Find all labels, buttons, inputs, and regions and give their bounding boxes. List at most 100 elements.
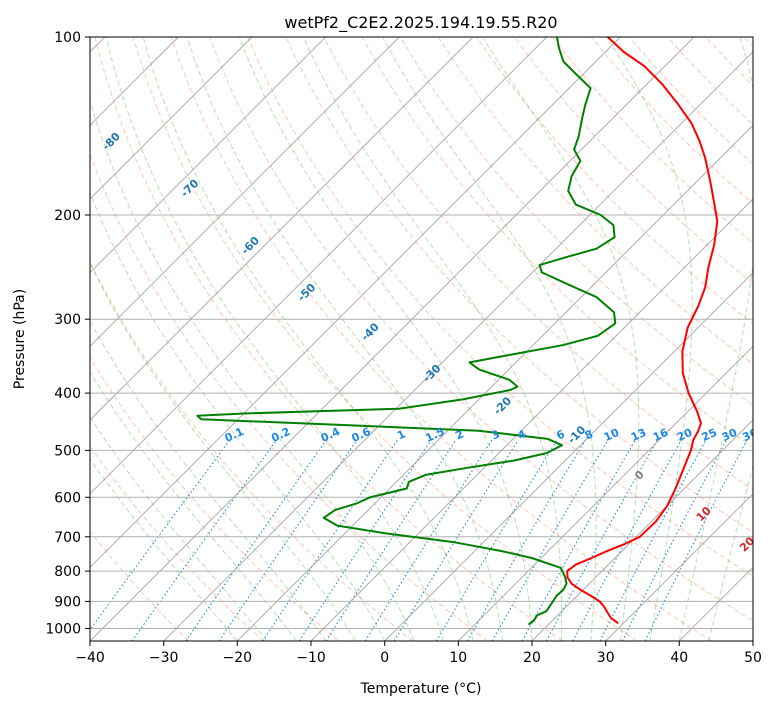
y-axis-label: Pressure (hPa) xyxy=(12,289,28,389)
mixing-ratio-label: 25 xyxy=(700,426,719,444)
moist-adiabat-line xyxy=(90,416,268,641)
x-axis-label: Temperature (°C) xyxy=(360,681,482,697)
dry-adiabat-line xyxy=(361,37,753,448)
chart-title: wetPf2_C2E2.2025.194.19.55.R20 xyxy=(284,13,557,33)
dry-adiabat-line xyxy=(209,37,753,622)
moist-adiabat-line xyxy=(302,37,563,641)
moist-adiabat-line xyxy=(142,37,474,641)
mixing-ratio-line xyxy=(131,439,278,641)
mixing-ratio-label: 36 xyxy=(740,426,760,444)
dry-adiabat-line xyxy=(705,37,753,87)
temperature-profile-line xyxy=(566,37,719,625)
sounding-profiles xyxy=(196,37,719,626)
y-tick-label: 200 xyxy=(54,208,81,224)
isotherm-line xyxy=(163,50,753,641)
isotherm-line xyxy=(90,37,327,274)
dry-adiabat-line xyxy=(437,37,753,365)
y-tick-label: 400 xyxy=(54,386,81,402)
isotherm-label: 0 xyxy=(632,468,647,483)
isotherm-line xyxy=(384,271,753,641)
mixing-ratio-label: 6 xyxy=(554,427,567,442)
dry-adiabat-line xyxy=(323,37,753,491)
mixing-ratio-label: 0.1 xyxy=(223,425,246,445)
mixing-ratio-line xyxy=(90,439,231,631)
mixing-ratio-label: 16 xyxy=(651,426,671,444)
mixing-ratio-label: 10 xyxy=(602,426,622,444)
y-tick-label: 1000 xyxy=(45,622,81,638)
isotherm-line xyxy=(90,37,621,569)
y-tick-label: 300 xyxy=(54,312,81,328)
dry-adiabat-line xyxy=(94,37,563,641)
moist-adiabat-line xyxy=(678,37,753,641)
mixing-ratio-line xyxy=(644,439,748,641)
mixing-ratio-line xyxy=(185,439,327,641)
isotherm-label: 30 xyxy=(766,564,775,584)
isotherm-label: 40 xyxy=(763,597,775,617)
mixing-ratio-label: 0.6 xyxy=(350,425,373,445)
mixing-ratio-label: 13 xyxy=(629,426,648,444)
y-tick-label: 800 xyxy=(54,564,81,580)
mixing-ratio-line xyxy=(599,439,707,641)
mixing-ratio-label: 20 xyxy=(675,426,695,444)
x-tick-label: −20 xyxy=(223,650,253,666)
mixing-ratio-line xyxy=(572,439,682,641)
isotherm-line xyxy=(457,345,753,641)
mixing-ratio-line xyxy=(325,439,457,641)
x-tick-label: 40 xyxy=(670,650,688,666)
dry-adiabat-line xyxy=(667,37,753,126)
x-axis: −40 −30 −20 −10 0 10 20 30 40 50 xyxy=(75,641,762,666)
mixing-ratio-line xyxy=(491,439,609,641)
mixing-ratio-label: 4 xyxy=(516,427,529,442)
moist-adiabat-line xyxy=(90,458,238,641)
mixing-ratio-line xyxy=(545,439,658,641)
dry-adiabat-line xyxy=(132,37,638,641)
isotherm-label: -20 xyxy=(491,394,514,417)
dry-adiabat-line xyxy=(90,530,190,641)
isotherm-label: -100 xyxy=(0,59,10,88)
moist-adiabat-line xyxy=(481,37,640,641)
dewpoint-profile-line xyxy=(196,37,617,626)
x-tick-label: −30 xyxy=(149,650,179,666)
x-tick-label: 0 xyxy=(380,650,389,666)
x-tick-label: 20 xyxy=(523,650,541,666)
dry-adiabat-line xyxy=(90,445,264,641)
isotherm-line xyxy=(310,198,753,641)
moist-adiabat-line xyxy=(186,37,503,641)
mixing-ratio-label: 1 xyxy=(395,427,407,442)
isotherm-label: 10 xyxy=(694,504,714,524)
isotherm-line xyxy=(90,37,548,495)
isotherm-label: -90 xyxy=(30,89,53,112)
y-tick-label: 600 xyxy=(54,490,81,506)
isotherm-label: -10 xyxy=(565,423,588,446)
x-tick-label: −10 xyxy=(296,650,326,666)
x-tick-label: 50 xyxy=(744,650,762,666)
y-tick-label: 700 xyxy=(54,530,81,546)
x-tick-label: 10 xyxy=(449,650,467,666)
x-tick-label: 30 xyxy=(597,650,615,666)
isotherm-line xyxy=(236,124,753,641)
isotherms xyxy=(90,37,753,641)
isotherm-line xyxy=(752,640,753,641)
plot-area: 0.1 0.2 0.4 0.6 1 1.5 2 3 4 6 8 10 13 16 20 25 30 36-100-… xyxy=(0,37,775,641)
mixing-ratio-line xyxy=(218,439,358,641)
isotherm-label: -50 xyxy=(295,281,318,304)
dry-adiabat-line xyxy=(399,37,753,407)
dry-adiabat-line xyxy=(514,37,753,284)
y-axis: 1000 900 800 700 600 500 400 300 200 100 xyxy=(45,30,90,638)
mixing-ratio-label: 0.4 xyxy=(319,425,342,445)
mixing-ratio-line xyxy=(298,439,432,641)
moist-adiabat-line xyxy=(90,320,327,641)
mixing-ratio-line xyxy=(435,439,558,641)
y-tick-label: 900 xyxy=(54,594,81,610)
moist-adiabat-line xyxy=(708,464,753,641)
moist-adiabats xyxy=(90,37,753,641)
dry-adiabat-line xyxy=(90,152,488,641)
isotherm-label: -80 xyxy=(100,130,123,153)
mixing-ratio-line xyxy=(467,439,586,641)
mixing-ratio-label: 30 xyxy=(720,426,740,444)
dry-adiabat-line xyxy=(170,37,712,641)
pressure-gridlines xyxy=(90,37,753,629)
isotherm-label: -60 xyxy=(239,234,262,257)
isotherm-line xyxy=(90,37,695,641)
